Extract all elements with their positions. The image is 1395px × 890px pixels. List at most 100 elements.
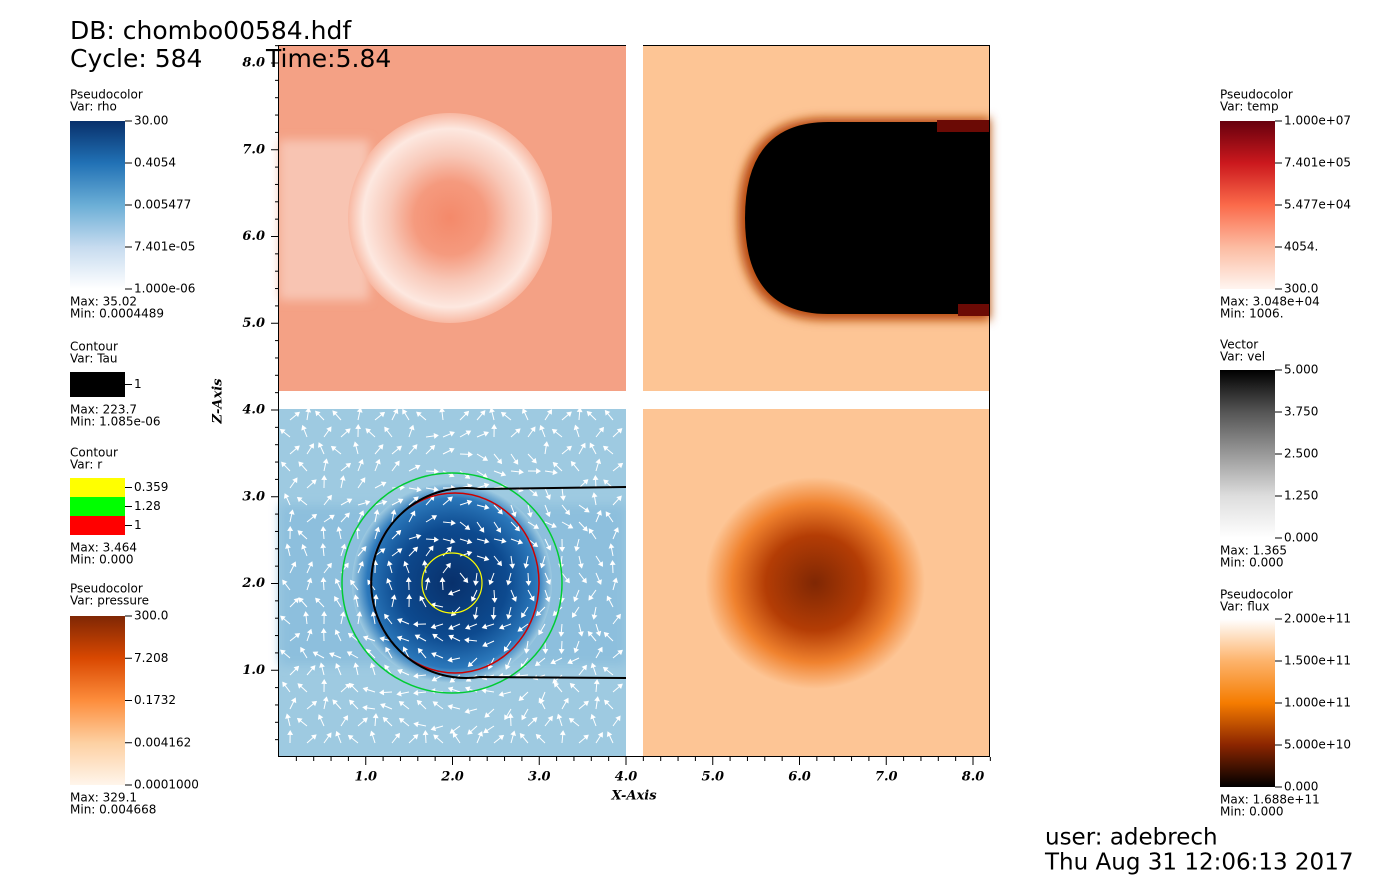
vector-arrow <box>379 689 393 696</box>
vector-arrow <box>576 407 583 421</box>
vector-arrow <box>510 589 517 602</box>
vector-arrow <box>544 715 553 727</box>
legend-var: Var: vel <box>1220 350 1265 364</box>
time: Time:5.84 <box>265 44 391 73</box>
vector-arrow <box>569 682 580 693</box>
vector-arrow <box>578 572 587 584</box>
vector-arrow <box>442 538 456 544</box>
vector-arrow <box>408 444 418 455</box>
vector-arrow <box>490 606 497 620</box>
colorbar-label: 4054. <box>1284 240 1318 254</box>
vector-arrow <box>535 606 546 617</box>
legend-plot: Pseudocolor <box>1220 88 1293 102</box>
vector-arrow <box>391 732 401 744</box>
vector-arrow <box>527 717 538 727</box>
vector-arrow <box>476 555 490 562</box>
vector-arrow <box>527 521 540 529</box>
vector-arrow <box>593 679 600 693</box>
vector-arrow <box>603 699 614 710</box>
vector-arrow <box>422 560 428 574</box>
legend-plot: Contour <box>70 446 118 460</box>
colorbar-label: 0.4054 <box>134 156 176 170</box>
legend-min: Min: 0.0004489 <box>70 307 164 321</box>
vector-arrow <box>391 445 402 455</box>
contour-label: 1.28 <box>134 499 161 513</box>
vector-arrow <box>432 701 444 710</box>
colorbar-label: 0.000 <box>1284 531 1318 545</box>
vector-arrow <box>431 652 444 659</box>
vector-arrow <box>470 589 478 602</box>
vector-arrow <box>347 632 359 642</box>
vector-arrow <box>340 498 353 506</box>
vector-arrow <box>578 479 589 489</box>
vector-arrow <box>442 431 455 438</box>
vector-arrow <box>535 733 546 744</box>
legend-var: Var: temp <box>1220 100 1279 114</box>
colorbar-label: 5.477e+04 <box>1284 198 1351 212</box>
vector-arrow <box>374 526 381 540</box>
vector-arrow <box>602 445 614 455</box>
vector-arrow <box>408 546 419 557</box>
vector-arrow <box>558 640 565 654</box>
vector-arrow <box>595 426 605 438</box>
vector-arrow <box>296 496 308 506</box>
vector-arrow <box>369 730 376 744</box>
vector-arrow <box>544 409 552 421</box>
vector-arrow <box>439 577 446 591</box>
vector-arrow <box>510 453 519 465</box>
vector-arrow <box>312 651 325 659</box>
x-axis-label: X-Axis <box>610 789 657 804</box>
vector-arrow <box>422 730 429 744</box>
vector-arrow <box>416 699 427 710</box>
legend-var: Var: rho <box>70 100 117 114</box>
vector-arrow <box>612 495 622 506</box>
vector-arrow <box>298 597 308 608</box>
vector-arrow <box>491 424 498 438</box>
vector-arrow <box>561 411 572 421</box>
vector-arrow <box>288 509 295 523</box>
vector-arrow <box>282 579 291 591</box>
vector-arrow <box>509 555 516 569</box>
vector-arrow <box>390 594 397 608</box>
vector-arrow <box>452 732 461 744</box>
vector-arrow <box>578 623 584 637</box>
vector-arrow <box>408 496 419 506</box>
vector-arrow <box>539 424 546 438</box>
vector-arrow <box>317 714 325 727</box>
vector-arrow <box>348 682 359 693</box>
vector-arrow <box>606 595 614 608</box>
vector-arrow <box>353 441 359 455</box>
vector-arrow <box>561 521 574 529</box>
vector-arrow <box>357 477 366 489</box>
vector-arrow <box>595 646 603 659</box>
vector-arrow <box>340 428 351 438</box>
vector-arrow <box>357 717 368 727</box>
vector-arrow <box>539 555 546 569</box>
vector-arrow <box>336 526 343 540</box>
vector-arrow <box>282 681 291 693</box>
vector-arrow <box>608 543 615 557</box>
vector-arrow <box>573 424 580 438</box>
vector-arrow <box>493 470 507 477</box>
vector-arrow <box>506 572 512 586</box>
vector-arrow <box>521 606 529 618</box>
vector-arrow <box>504 708 512 721</box>
vector-arrow <box>552 461 563 472</box>
y-tick-label: 8.0 <box>242 56 265 71</box>
vector-arrow <box>356 611 363 625</box>
vector-arrow <box>503 640 512 652</box>
vector-arrow <box>510 538 524 545</box>
legend-max: Max: 1.688e+11 <box>1220 793 1320 807</box>
vector-arrow <box>568 717 580 727</box>
vector-arrow <box>464 637 478 644</box>
vector-arrow <box>306 513 318 523</box>
vector-arrow <box>574 538 580 552</box>
vector-arrow <box>595 572 602 585</box>
vector-arrow <box>594 696 601 710</box>
vector-arrow <box>349 699 359 710</box>
vector-arrow <box>459 499 473 506</box>
vector-arrow <box>459 538 473 545</box>
legend-max: Max: 3.464 <box>70 541 137 555</box>
vector-arrow <box>353 594 360 608</box>
vector-arrow <box>402 408 410 421</box>
